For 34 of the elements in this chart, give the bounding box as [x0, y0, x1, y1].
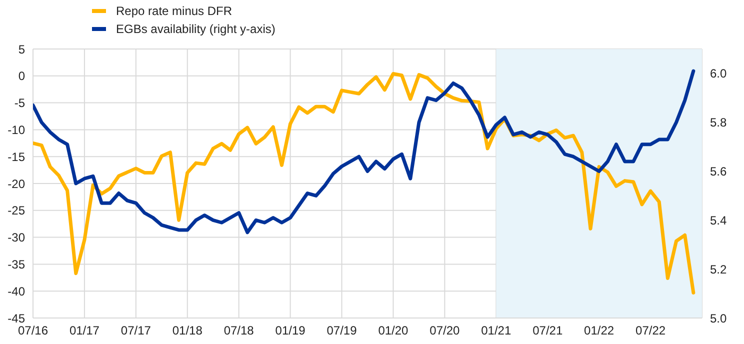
- y-tick-label: 0: [18, 69, 26, 84]
- y-tick-label: -20: [8, 176, 26, 191]
- x-tick-label: 01/19: [275, 324, 306, 338]
- line-series: [33, 72, 696, 294]
- y-tick-label: -5: [14, 96, 26, 110]
- y-tick-label: -40: [8, 284, 26, 298]
- x-tick-label: 07/18: [224, 324, 254, 338]
- y2-tick-label: 5.2: [710, 262, 728, 276]
- x-tick-label: 01/18: [172, 324, 203, 338]
- x-tick-label: 07/17: [120, 324, 152, 338]
- y-tick-label: 5: [18, 42, 26, 56]
- y2-tick-label: 5.0: [710, 311, 728, 326]
- y-tick-label: -10: [8, 122, 26, 137]
- y-tick-label: -15: [8, 150, 26, 164]
- y-tick-label: -35: [8, 257, 26, 272]
- x-tick-label: 07/22: [636, 324, 666, 338]
- y-tick-label: -45: [8, 311, 26, 326]
- y2-tick-label: 5.4: [710, 213, 728, 228]
- x-tick-label: 07/19: [326, 324, 358, 338]
- x-tick-label: 01/21: [481, 324, 512, 338]
- x-tick-label: 07/21: [532, 324, 563, 338]
- x-tick-label: 01/20: [378, 324, 409, 338]
- x-tick-label: 01/22: [584, 324, 614, 338]
- y-tick-label: -30: [8, 230, 26, 245]
- y2-tick-label: 5.6: [710, 164, 728, 179]
- y2-tick-label: 6.0: [710, 66, 728, 81]
- y2-tick-label: 5.8: [710, 116, 728, 130]
- legend-label: Repo rate minus DFR: [116, 4, 232, 18]
- x-tick-label: 07/20: [430, 324, 460, 338]
- line-series: [33, 69, 696, 234]
- x-tick-label: 01/17: [69, 324, 100, 338]
- y-tick-label: -25: [8, 204, 26, 218]
- x-tick-label: 07/16: [18, 324, 48, 338]
- legend-label: EGBs availability (right y-axis): [116, 22, 276, 36]
